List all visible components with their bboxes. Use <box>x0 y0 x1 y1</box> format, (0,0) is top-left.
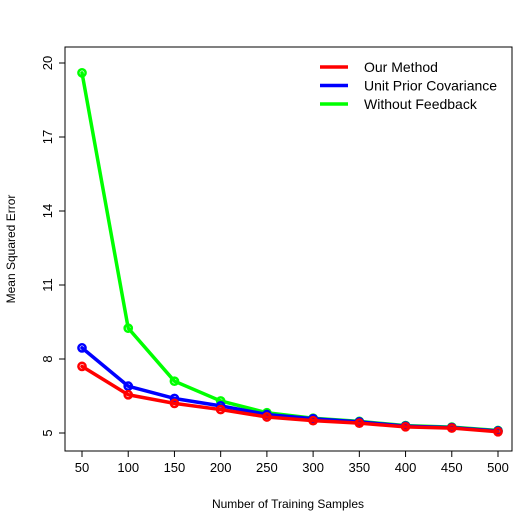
data-point <box>123 389 134 400</box>
legend-label: Our Method <box>364 59 438 75</box>
x-tick-label: 500 <box>487 460 509 475</box>
x-tick-label: 100 <box>117 460 139 475</box>
data-point <box>169 398 180 409</box>
x-tick-label: 300 <box>302 460 324 475</box>
y-axis: 5 8 11 14 17 20 <box>40 56 65 437</box>
y-tick-label: 14 <box>40 204 55 218</box>
data-point <box>400 421 411 432</box>
y-axis-title: Mean Squared Error <box>4 195 18 304</box>
legend-label: Unit Prior Covariance <box>364 78 497 94</box>
series-line <box>80 364 500 434</box>
data-point <box>493 426 503 437</box>
data-point <box>123 323 134 334</box>
series-layer <box>77 68 503 437</box>
data-point <box>308 415 318 426</box>
x-tick-label: 350 <box>348 460 370 475</box>
x-axis-title: Number of Training Samples <box>212 497 364 511</box>
data-point <box>446 423 457 433</box>
x-tick-label: 150 <box>164 460 186 475</box>
legend-label: Without Feedback <box>364 96 478 112</box>
x-tick-label: 450 <box>441 460 463 475</box>
series-line <box>80 71 500 433</box>
x-tick-label: 50 <box>75 460 89 475</box>
y-tick-label: 5 <box>40 429 55 436</box>
y-tick-label: 17 <box>40 130 55 144</box>
data-point <box>215 404 226 415</box>
data-point <box>77 68 87 78</box>
x-tick-label: 200 <box>210 460 232 475</box>
data-point <box>262 412 272 422</box>
data-point <box>77 361 87 372</box>
y-tick-label: 8 <box>40 355 55 362</box>
legend: Our Method Unit Prior Covariance Without F… <box>320 59 497 112</box>
plot-frame <box>64 46 513 452</box>
data-point <box>77 343 87 353</box>
x-tick-label: 250 <box>256 460 278 475</box>
data-point <box>169 376 180 387</box>
y-tick-label: 20 <box>40 56 55 70</box>
data-point <box>123 381 134 391</box>
x-axis: 50 100 150 200 250 300 350 400 450 500 <box>75 451 509 475</box>
y-tick-label: 11 <box>40 278 55 292</box>
data-point <box>354 418 365 428</box>
x-tick-label: 400 <box>395 460 417 475</box>
